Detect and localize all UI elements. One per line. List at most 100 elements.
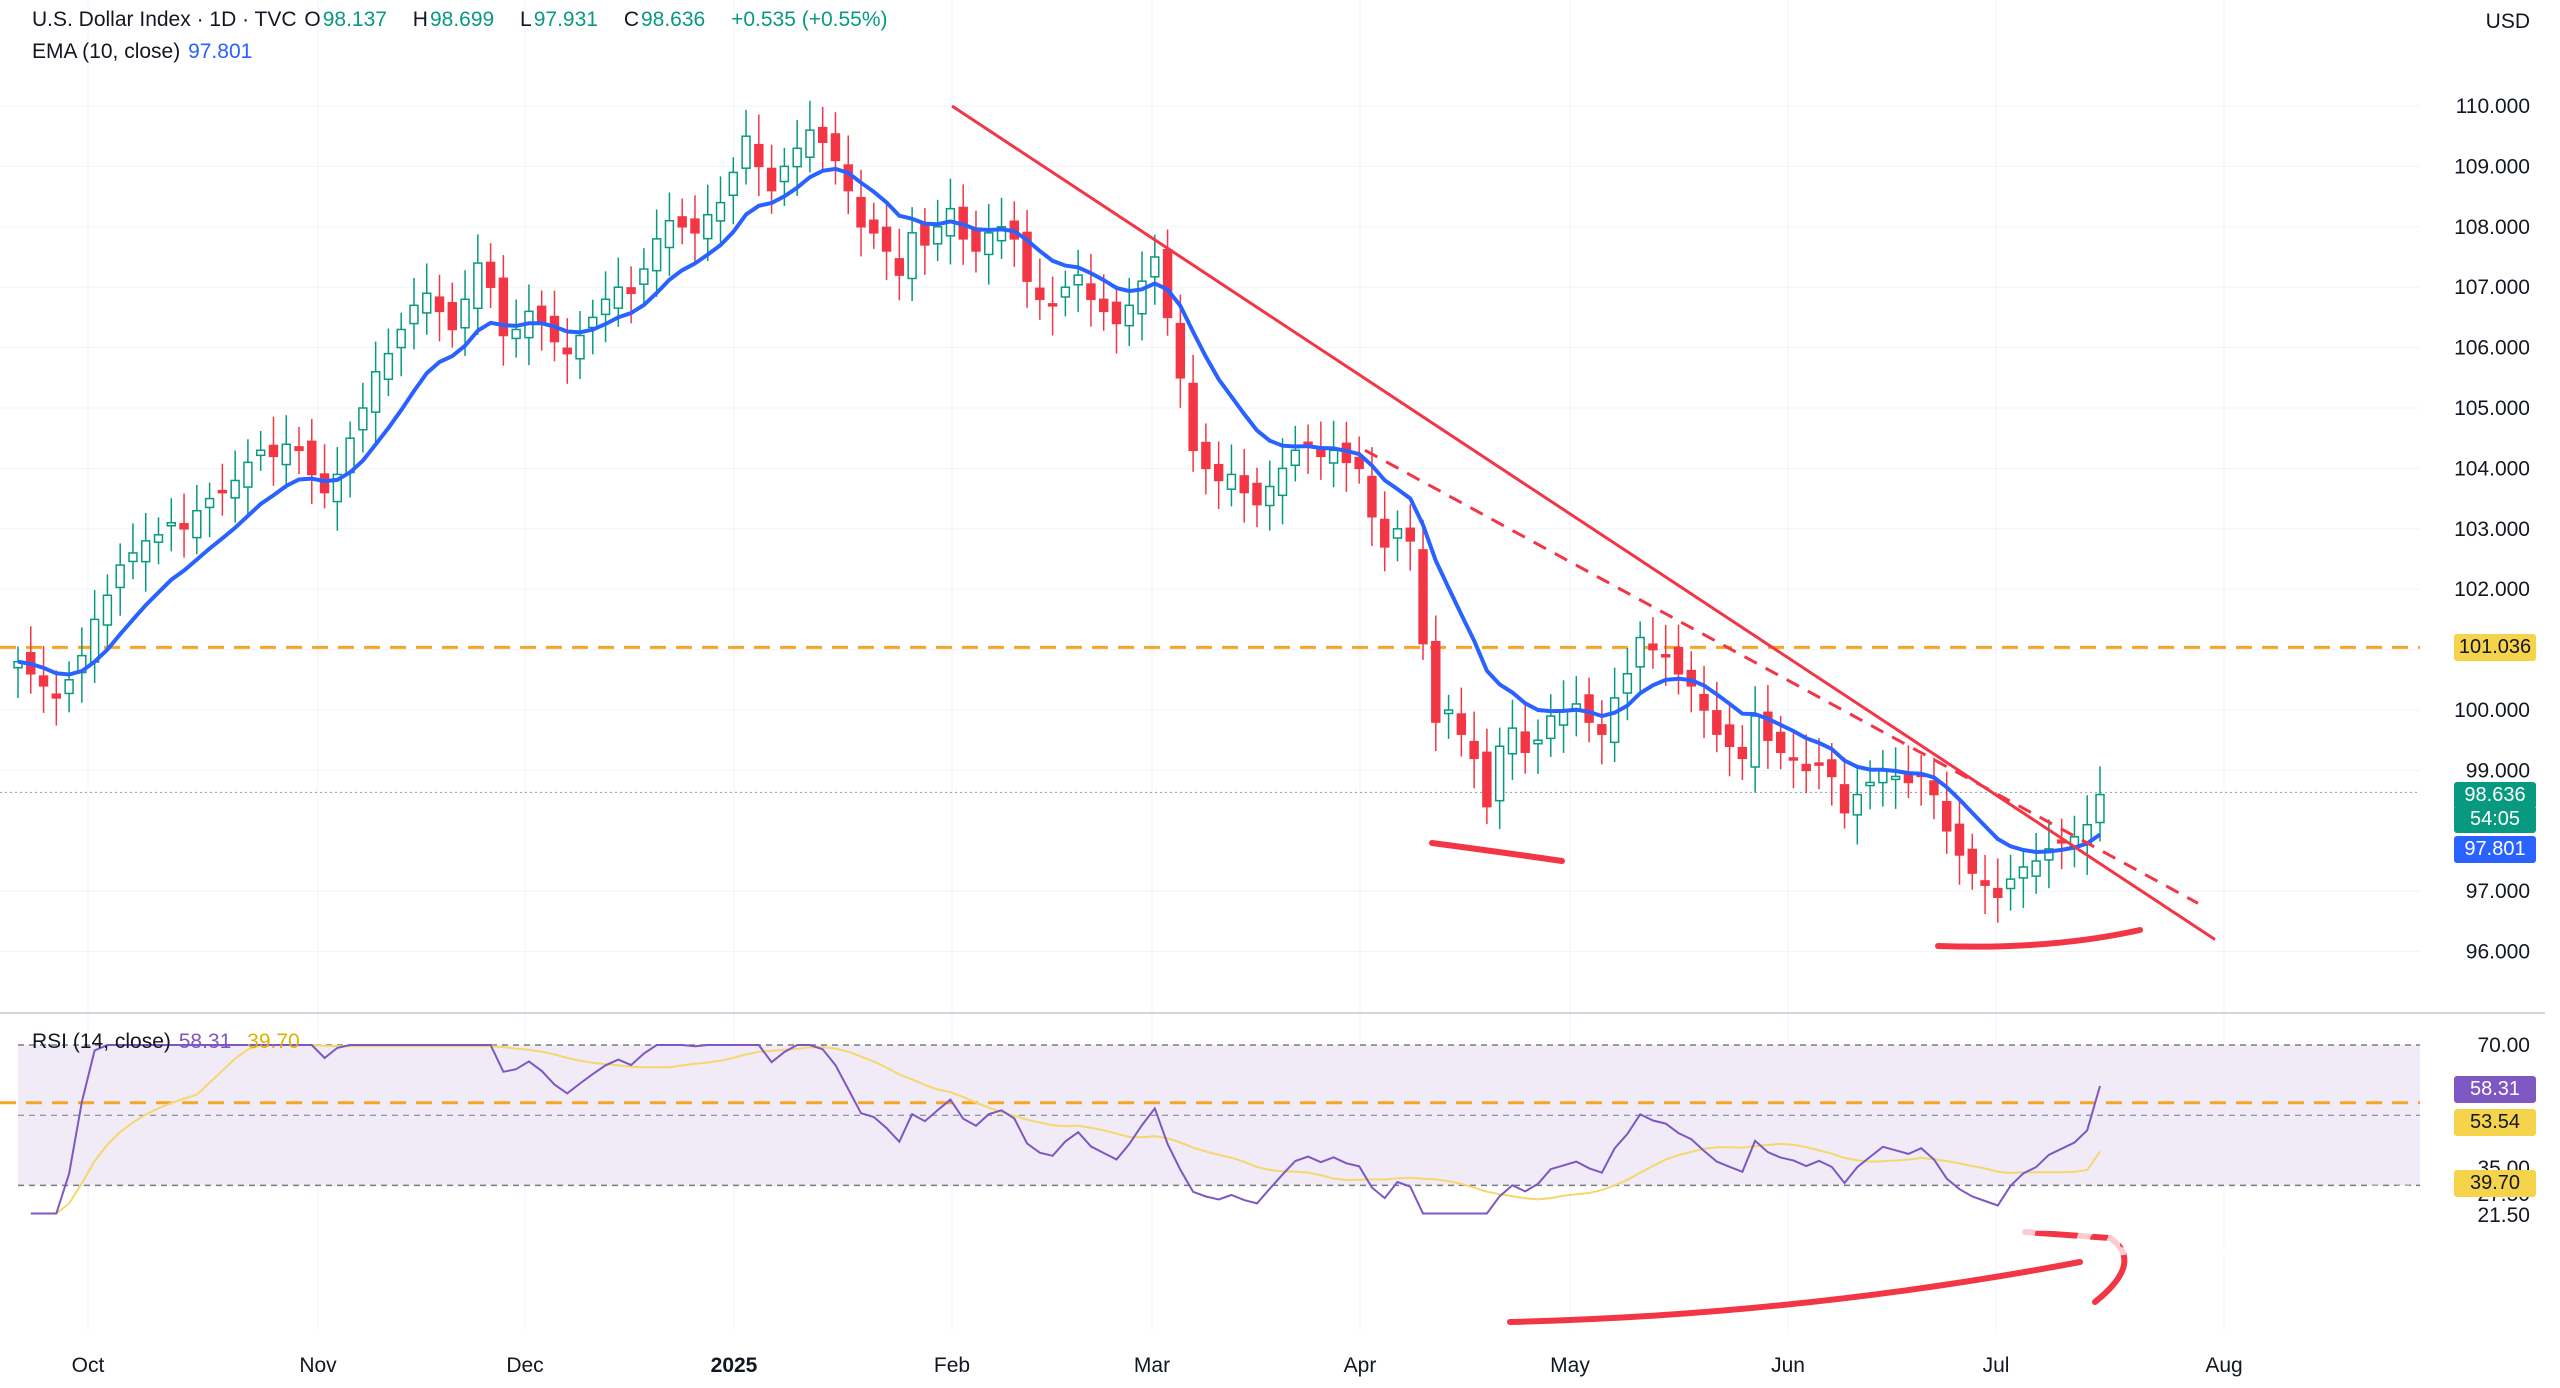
candle-body[interactable] (485, 261, 496, 288)
candle-body[interactable] (984, 232, 994, 256)
candle-body[interactable] (1814, 762, 1824, 766)
candle-body[interactable] (2018, 866, 2029, 879)
candle-body[interactable] (1993, 887, 2003, 898)
candle-body[interactable] (409, 304, 419, 325)
candle-body[interactable] (1277, 467, 1288, 497)
candle-body[interactable] (1111, 301, 1122, 325)
candle-body[interactable] (1609, 697, 1620, 744)
candle-body[interactable] (1673, 646, 1684, 675)
candle-body[interactable] (1098, 298, 1109, 313)
candle-body[interactable] (651, 238, 662, 272)
x-tick-label[interactable]: May (1550, 1354, 1590, 1377)
x-tick-label[interactable]: Jun (1771, 1354, 1805, 1377)
candle-body[interactable] (51, 693, 62, 699)
candle-body[interactable] (1226, 473, 1237, 490)
candle-body[interactable] (575, 334, 585, 360)
candle-body[interactable] (447, 302, 457, 331)
candle-body[interactable] (996, 226, 1007, 242)
candle-body[interactable] (64, 679, 74, 695)
candle-body[interactable] (1865, 781, 1875, 787)
candle-body[interactable] (460, 298, 470, 329)
y-tick-label[interactable]: 102.000 (2454, 578, 2530, 601)
candle-body[interactable] (830, 133, 841, 162)
candle-body[interactable] (473, 262, 483, 310)
candle-body[interactable] (1584, 694, 1594, 723)
candle-body[interactable] (179, 522, 189, 530)
candle-body[interactable] (1763, 711, 1773, 741)
candle-body[interactable] (690, 218, 700, 234)
candle-body[interactable] (1086, 283, 1096, 301)
candle-body[interactable] (1494, 745, 1505, 802)
candle-body[interactable] (971, 229, 981, 252)
candle-body[interactable] (434, 296, 445, 313)
x-tick-label[interactable]: Apr (1344, 1354, 1377, 1377)
candle-body[interactable] (677, 216, 687, 228)
candle-body[interactable] (294, 446, 304, 452)
candle-body[interactable] (1520, 731, 1530, 754)
candle-body[interactable] (894, 258, 905, 276)
candle-body[interactable] (766, 167, 777, 192)
candle-body[interactable] (396, 328, 406, 349)
candle-body[interactable] (319, 473, 330, 494)
candle-body[interactable] (1648, 643, 1658, 651)
candle-body[interactable] (1290, 449, 1301, 467)
y-tick-label[interactable]: 110.000 (2456, 95, 2530, 118)
candle-body[interactable] (536, 305, 547, 325)
x-tick-label[interactable]: 2025 (711, 1354, 758, 1377)
candle-body[interactable] (1073, 274, 1083, 286)
candle-body[interactable] (1954, 823, 1965, 856)
candle-body[interactable] (613, 286, 624, 309)
candle-body[interactable] (1354, 456, 1364, 470)
candle-body[interactable] (1942, 800, 1952, 832)
candle-body[interactable] (1328, 449, 1339, 464)
candle-body[interactable] (89, 618, 100, 663)
candle-body[interactable] (1635, 636, 1645, 668)
candle-body[interactable] (1967, 848, 1977, 874)
candle-body[interactable] (920, 223, 930, 246)
candle-body[interactable] (1507, 727, 1518, 755)
candle-body[interactable] (1482, 751, 1492, 808)
candle-body[interactable] (1380, 518, 1390, 548)
candle-body[interactable] (1839, 784, 1850, 814)
y-tick-label[interactable]: 96.000 (2466, 941, 2530, 964)
candle-body[interactable] (1890, 775, 1901, 781)
candle-body[interactable] (1852, 793, 1863, 816)
candle-body[interactable] (102, 594, 113, 626)
candle-body[interactable] (1175, 322, 1186, 379)
candle-body[interactable] (38, 675, 49, 687)
candle-body[interactable] (1252, 482, 1262, 506)
candle-body[interactable] (843, 164, 853, 192)
candle-body[interactable] (1712, 710, 1722, 735)
x-tick-label[interactable]: Jul (1983, 1354, 2010, 1377)
rsi-tick-label[interactable]: 70.00 (2477, 1034, 2530, 1057)
candle-body[interactable] (141, 540, 151, 563)
candle-body[interactable] (881, 226, 892, 252)
x-tick-label[interactable]: Dec (506, 1354, 543, 1377)
candle-body[interactable] (1775, 731, 1786, 754)
candle-body[interactable] (217, 489, 228, 494)
candle-body[interactable] (741, 135, 751, 169)
candle-body[interactable] (230, 479, 240, 499)
candle-body[interactable] (1303, 441, 1313, 446)
candle-body[interactable] (1903, 773, 1914, 784)
candle-body[interactable] (1213, 463, 1224, 482)
candle-body[interactable] (1124, 304, 1134, 327)
candle-body[interactable] (268, 444, 279, 458)
candle-body[interactable] (856, 196, 866, 228)
candle-body[interactable] (1827, 759, 1837, 778)
y-tick-label[interactable]: 109.000 (2454, 155, 2530, 178)
candle-body[interactable] (817, 126, 828, 143)
candle-body[interactable] (779, 165, 790, 183)
candle-body[interactable] (1533, 739, 1543, 745)
y-tick-label[interactable]: 104.000 (2454, 457, 2530, 480)
candle-body[interactable] (1546, 715, 1556, 740)
candle-body[interactable] (1265, 485, 1275, 507)
y-tick-label[interactable]: 107.000 (2454, 276, 2530, 299)
candle-body[interactable] (1469, 740, 1479, 760)
y-tick-label[interactable]: 100.000 (2454, 699, 2530, 722)
time-axis[interactable]: Oct Nov Dec 2025 Feb Mar Apr May Jun Jul Aug (72, 1354, 2243, 1377)
candle-body[interactable] (2031, 860, 2041, 877)
y-tick-label[interactable]: 108.000 (2454, 216, 2530, 239)
candle-body[interactable] (13, 660, 23, 669)
